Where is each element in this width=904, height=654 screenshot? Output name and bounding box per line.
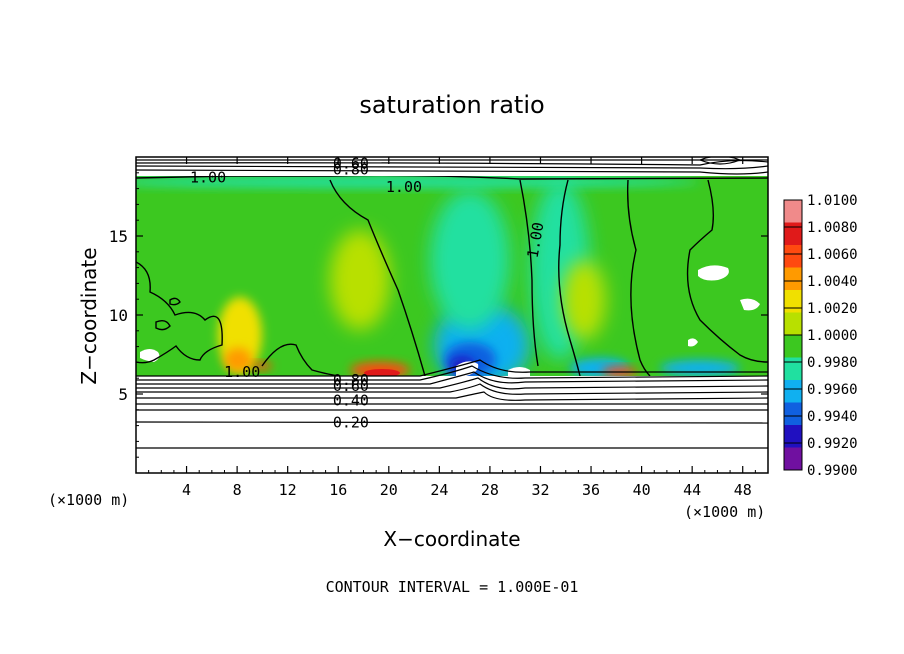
x-tick-label: 4 [182,481,191,499]
contour-label: 1.00 [190,169,226,187]
colorbar-label: 0.9960 [807,382,858,398]
colorbar-swatch [784,357,802,381]
x-tick-label: 12 [279,481,297,499]
x-axis-unit-left: (×1000 m) [48,491,129,509]
contour-label: 1.00 [524,221,548,260]
contour-1-00-island-1 [169,297,181,306]
colorbar-swatch [784,200,802,223]
contour-interval-note: CONTOUR INTERVAL = 1.000E-01 [326,578,579,596]
contour-label: 1.00 [386,178,422,196]
x-tick-label: 32 [531,481,549,499]
colorbar-label: 1.0060 [807,247,858,263]
contour-1-00-left-wiggle [136,261,223,364]
x-tick-label: 28 [481,481,499,499]
contour-1-00-column-right-2 [627,179,651,377]
x-tick-label: 24 [430,481,448,499]
high-ratio-surface-core [364,369,400,376]
x-axis-label: X−coordinate [383,527,520,551]
colorbar-swatch [784,267,802,291]
colorbar-label: 0.9920 [807,436,858,452]
colorbar-label: 1.0020 [807,301,858,317]
lower-contours [136,157,768,449]
contour-label: 0.80 [333,161,369,179]
colorbar-label: 0.9900 [807,463,858,479]
contour-1-00-left-2 [261,343,341,377]
colorbar-label: 0.9980 [807,355,858,371]
colorbar-label: 1.0100 [807,193,858,209]
contour-label: 0.20 [333,413,369,431]
x-axis-unit-right: (×1000 m) [684,503,765,521]
contour-1-00-column-left [329,179,426,377]
colorbar: 1.0100 1.0080 1.0060 1.0040 1.0020 1.0000 0.99… [783,193,858,479]
subsaturated-patches [140,265,760,376]
x-tick-label: 16 [329,481,347,499]
colorbar-swatch [784,245,802,268]
contour-label: 0.40 [333,391,369,409]
colorbar-swatch [784,425,802,448]
high-ratio-left-2 [224,348,252,372]
contour-1-00-column-right [558,179,581,377]
colorbar-swatch [784,402,802,426]
colorbar-label: 0.9940 [807,409,858,425]
y-tick-label: 15 [109,227,128,246]
contour-1-00-island-2 [155,319,171,331]
y-tick-label: 10 [109,306,128,325]
contour-label: 0.60 [333,154,369,172]
x-tick-label: 20 [380,481,398,499]
colorbar-swatch [784,380,802,403]
x-tick-label: 36 [582,481,600,499]
x-tick-label: 40 [633,481,651,499]
contour-0-20 [136,421,768,424]
x-tick-label: 8 [233,481,242,499]
contour-label: 0.80 [333,371,369,389]
dry-layer-bottom [136,376,768,473]
colorbar-swatch [784,290,802,313]
x-tick-label: 48 [734,481,752,499]
colorbar-swatch [784,335,802,358]
high-ratio-right [562,260,606,340]
colorbar-label: 1.0000 [807,328,858,344]
colorbar-label: 1.0040 [807,274,858,290]
contour-1-00-far-right [686,179,768,363]
contour-label: 1.00 [224,363,260,381]
contour-1-00-column-mid [519,179,539,367]
contour-label: 0.60 [333,377,369,395]
mid-ratio-far-right [660,360,740,376]
y-tick-label: 5 [118,385,128,404]
chart-title: saturation ratio [359,91,544,119]
colorbar-swatch [784,447,802,471]
colorbar-swatch [784,312,802,336]
mid-ratio-column [430,190,510,330]
y-axis-label: Z−coordinate [77,247,101,384]
x-tick-label: 44 [683,481,701,499]
contour-labels: 0.600.801.001.001.001.00 0.800.600.400.20 [190,154,548,431]
high-ratio-mid-left [330,230,390,330]
y-axis: 5 10 15 [109,172,768,458]
colorbar-swatch [784,222,802,246]
colorbar-label: 1.0080 [807,220,858,236]
x-axis: 4 8 12 16 20 24 28 32 36 40 44 48 [148,157,756,499]
plot-area [136,157,768,473]
